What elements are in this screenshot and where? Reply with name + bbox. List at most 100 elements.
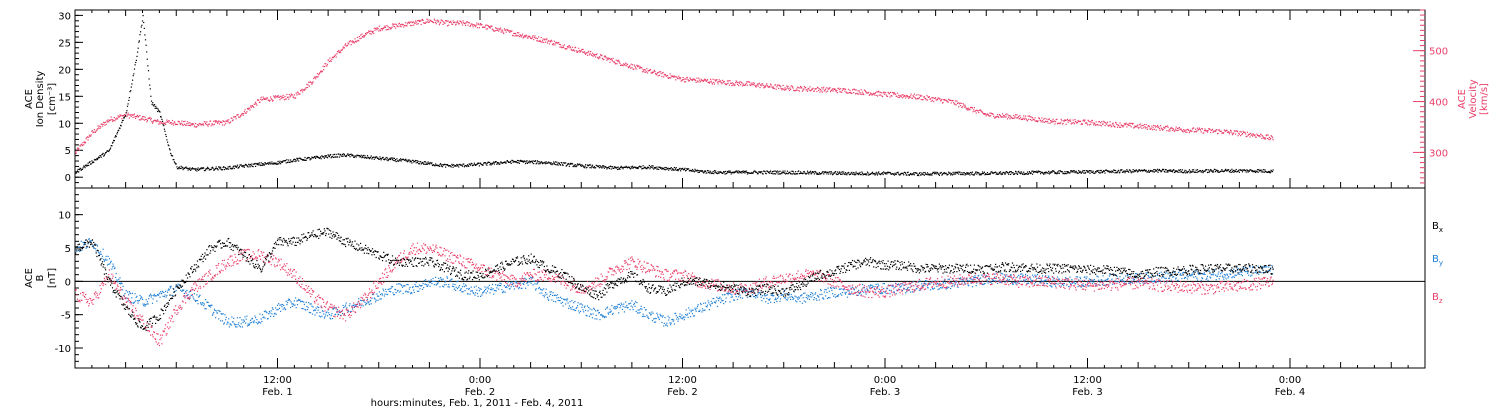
density-point — [1064, 171, 1066, 173]
density-point — [522, 160, 524, 162]
density-point — [434, 165, 436, 167]
velocity-point — [563, 44, 565, 46]
density-point — [863, 173, 865, 175]
velocity-point — [765, 85, 767, 87]
density-point — [828, 173, 830, 175]
density-point — [444, 163, 446, 165]
density-point — [168, 148, 171, 150]
density-point — [1186, 172, 1189, 174]
velocity-point — [799, 87, 801, 89]
velocity-point — [1183, 129, 1185, 131]
density-point — [206, 168, 208, 170]
density-point — [1061, 171, 1064, 173]
density-point — [258, 162, 260, 164]
by-point — [260, 322, 262, 324]
density-point — [776, 170, 779, 172]
velocity-point — [495, 27, 497, 29]
velocity-point — [1121, 125, 1124, 127]
by-point — [543, 296, 545, 298]
by-point — [194, 299, 196, 301]
density-point — [981, 173, 983, 175]
velocity-point — [1106, 121, 1109, 123]
density-point — [691, 170, 693, 172]
by-point — [348, 311, 350, 313]
density-point — [1268, 170, 1270, 173]
by-point — [126, 291, 129, 293]
velocity-point — [536, 38, 539, 40]
velocity-point — [433, 22, 435, 24]
velocity-point — [849, 90, 851, 92]
velocity-point — [1189, 130, 1191, 132]
velocity-point — [1187, 129, 1189, 131]
density-point — [329, 154, 331, 156]
by-point — [400, 290, 402, 292]
velocity-point — [1055, 119, 1057, 121]
by-point — [632, 308, 634, 311]
density-point — [810, 170, 812, 172]
velocity-point — [891, 95, 893, 97]
velocity-point — [1064, 119, 1066, 121]
velocity-point — [936, 98, 939, 100]
density-point — [1118, 169, 1120, 171]
velocity-point — [143, 116, 145, 118]
by-point — [658, 317, 660, 319]
density-point — [631, 167, 633, 169]
velocity-point — [545, 41, 547, 43]
density-point — [76, 170, 79, 172]
by-point — [406, 283, 408, 286]
velocity-point — [1195, 131, 1197, 133]
density-point — [1083, 172, 1085, 174]
velocity-point — [1125, 124, 1127, 126]
by-point — [470, 290, 472, 292]
velocity-point — [738, 82, 740, 84]
velocity-point — [310, 82, 312, 84]
by-point — [417, 286, 419, 288]
density-point — [599, 165, 601, 167]
velocity-point — [1085, 122, 1087, 124]
velocity-point — [613, 61, 615, 63]
velocity-point — [1240, 131, 1242, 133]
velocity-point — [1261, 137, 1263, 139]
velocity-point — [606, 57, 609, 59]
density-point — [610, 165, 612, 167]
density-point — [1175, 171, 1177, 173]
density-point — [203, 167, 205, 169]
by-point — [255, 317, 257, 319]
velocity-point — [444, 22, 446, 24]
velocity-point — [289, 96, 291, 98]
by-point — [680, 316, 682, 318]
density-point — [1189, 172, 1191, 174]
density-point — [561, 162, 563, 164]
density-point — [909, 173, 911, 175]
density-point — [882, 173, 884, 176]
velocity-point — [880, 94, 882, 96]
by-point — [696, 305, 699, 307]
density-point — [1250, 169, 1252, 171]
by-point — [269, 312, 271, 314]
density-point — [1228, 169, 1230, 171]
density-point — [570, 163, 572, 165]
density-point — [693, 170, 695, 172]
density-point — [988, 173, 990, 175]
velocity-point — [861, 91, 864, 93]
density-point — [109, 148, 111, 150]
velocity-point — [1211, 129, 1213, 131]
velocity-point — [269, 99, 271, 102]
velocity-point — [723, 80, 725, 83]
density-point — [893, 173, 895, 175]
velocity-point — [1115, 122, 1117, 124]
density-point — [308, 157, 310, 159]
velocity-point — [1031, 119, 1033, 122]
density-point — [350, 153, 352, 155]
velocity-point — [525, 35, 527, 37]
by-point — [267, 318, 269, 320]
density-point — [1099, 170, 1101, 172]
velocity-point — [531, 36, 534, 38]
velocity-point — [391, 23, 394, 25]
velocity-point — [699, 81, 701, 83]
velocity-point — [76, 147, 79, 149]
by-point — [295, 297, 297, 299]
velocity-point — [450, 21, 452, 24]
density-point — [1021, 172, 1023, 174]
velocity-point — [653, 69, 655, 71]
